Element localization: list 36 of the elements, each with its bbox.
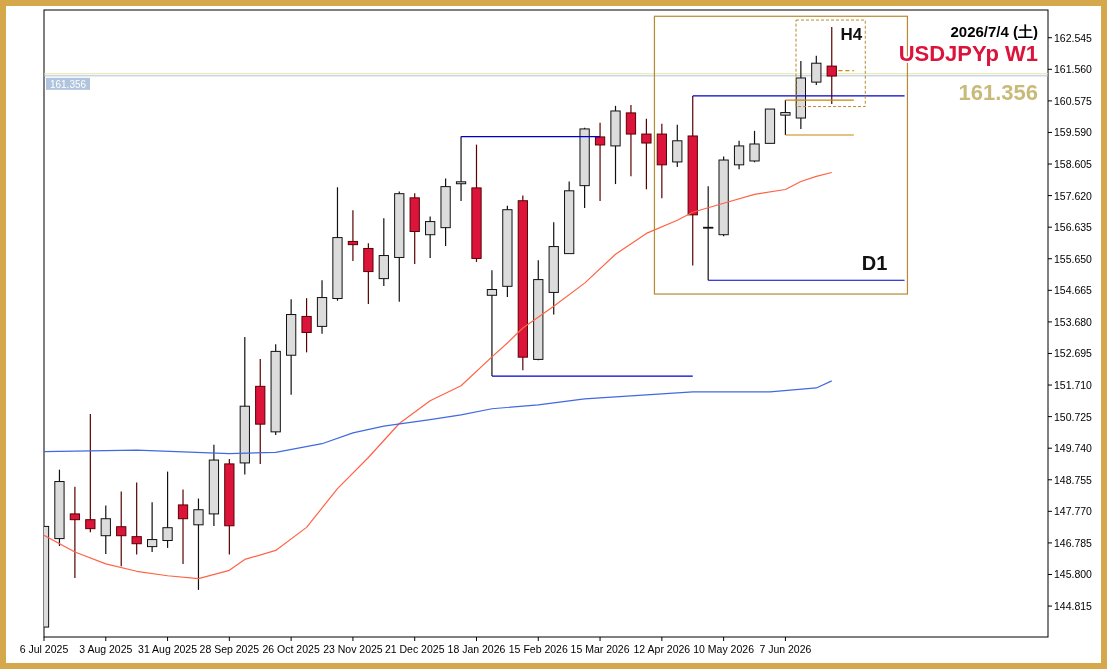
y-tick-label: 149.740 <box>1054 442 1093 455</box>
x-tick-label: 31 Aug 2025 <box>138 643 198 655</box>
x-tick-label: 15 Feb 2026 <box>508 643 568 655</box>
y-tick-label: 158.605 <box>1054 158 1093 171</box>
x-tick-label: 28 Sep 2025 <box>199 643 260 655</box>
annotation: D1 <box>861 252 888 275</box>
x-tick-label: 12 Apr 2026 <box>633 643 691 655</box>
y-tick-label: 151.710 <box>1054 379 1093 392</box>
y-tick-label: 154.665 <box>1054 284 1093 297</box>
x-tick-label: 7 Jun 2026 <box>759 643 812 655</box>
y-tick-label: 155.650 <box>1054 252 1093 265</box>
y-tick-label: 146.785 <box>1054 536 1093 549</box>
y-tick-label: 156.635 <box>1054 221 1093 234</box>
y-tick-label: 157.620 <box>1054 189 1093 202</box>
y-tick-label: 161.560 <box>1054 63 1093 76</box>
x-tick-label: 21 Dec 2025 <box>384 643 445 655</box>
y-tick-label: 148.755 <box>1054 473 1093 486</box>
x-tick-label: 26 Oct 2025 <box>262 643 320 655</box>
y-tick-label: 150.725 <box>1054 410 1093 423</box>
y-tick-label: 147.770 <box>1054 505 1093 518</box>
x-tick-label: 10 May 2026 <box>693 643 755 655</box>
x-tick-label: 3 Aug 2025 <box>79 643 133 655</box>
y-tick-label: 145.800 <box>1054 568 1093 581</box>
y-tick-label: 159.590 <box>1054 126 1093 139</box>
y-tick-label: 160.575 <box>1054 94 1093 107</box>
y-tick-label: 152.695 <box>1054 347 1093 360</box>
x-tick-label: 15 Mar 2026 <box>570 643 630 655</box>
x-tick-label: 18 Jan 2026 <box>447 643 506 655</box>
annotation: H4 <box>840 25 863 45</box>
x-tick-label: 6 Jul 2025 <box>19 643 69 655</box>
y-tick-label: 153.680 <box>1054 315 1093 328</box>
y-tick-label: 162.545 <box>1054 31 1093 44</box>
text: 2026/7/4 (土) <box>950 23 1038 40</box>
y-tick-label: 144.815 <box>1054 600 1093 613</box>
ref-line-label: 161.356 <box>49 78 87 90</box>
x-tick-label: 23 Nov 2025 <box>323 643 383 655</box>
